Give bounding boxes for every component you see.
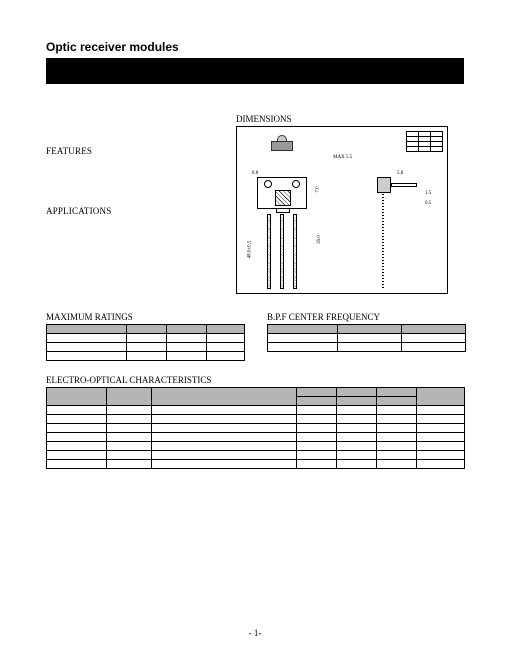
max-ratings-block: MAXIMUM RATINGS	[46, 312, 245, 361]
mounting-hole-icon	[292, 180, 300, 188]
bpf-heading: B.P.F CENTER FREQUENCY	[267, 312, 466, 322]
front-view	[257, 177, 307, 209]
lead-pin-icon	[280, 214, 284, 289]
side-body-icon	[377, 177, 391, 193]
left-column: FEATURES APPLICATIONS	[46, 114, 226, 294]
front-body	[257, 177, 307, 209]
bpf-table	[267, 324, 466, 352]
header-black-bar	[46, 58, 464, 84]
dim-label: 39.0	[317, 235, 322, 244]
lead-pin-icon	[267, 214, 271, 289]
body-icon	[271, 141, 293, 151]
dimensions-heading: DIMENSIONS	[236, 114, 464, 124]
electro-table	[46, 387, 465, 469]
sensor-window-icon	[275, 190, 291, 206]
datasheet-page: Optic receiver modules FEATURES APPLICAT…	[0, 0, 510, 469]
electro-heading: ELECTRO-OPTICAL CHARACTERISTICS	[46, 375, 464, 385]
title-block: Optic receiver modules	[46, 40, 464, 84]
dim-label: MAX 5.5	[333, 155, 352, 160]
side-view	[377, 177, 391, 193]
right-column: DIMENSIONS MAX 5.5	[236, 114, 464, 294]
applications-heading: APPLICATIONS	[46, 206, 226, 216]
lead-pin-icon	[293, 214, 297, 289]
dim-label: 1.5	[425, 191, 431, 196]
side-lead-icon	[382, 193, 384, 288]
diagram-legend-table	[406, 131, 443, 152]
dim-label: 8.8	[252, 171, 258, 176]
mounting-hole-icon	[264, 180, 272, 188]
upper-section: FEATURES APPLICATIONS DIMENSIONS MAX 5.5	[46, 114, 464, 294]
max-ratings-table	[46, 324, 245, 361]
electro-block: ELECTRO-OPTICAL CHARACTERISTICS	[46, 375, 464, 469]
page-number: - 1-	[0, 628, 510, 638]
side-arm-icon	[391, 183, 417, 187]
top-view-icon	[267, 135, 297, 153]
dim-label: 5.8	[397, 171, 403, 176]
page-title: Optic receiver modules	[46, 40, 464, 54]
features-heading: FEATURES	[46, 146, 226, 156]
dimensions-diagram: MAX 5.5 8.8 7.0 39.0	[236, 126, 448, 294]
dim-label: 48.0±0.5	[247, 241, 252, 259]
dim-label: 7.0	[316, 186, 321, 192]
max-ratings-heading: MAXIMUM RATINGS	[46, 312, 245, 322]
leads-group	[267, 214, 297, 289]
dim-label: 0.5	[425, 201, 431, 206]
tab-icon	[276, 208, 290, 213]
mid-tables-row: MAXIMUM RATINGS B.P.F CENTER FREQUENCY	[46, 312, 464, 361]
bpf-block: B.P.F CENTER FREQUENCY	[267, 312, 466, 361]
